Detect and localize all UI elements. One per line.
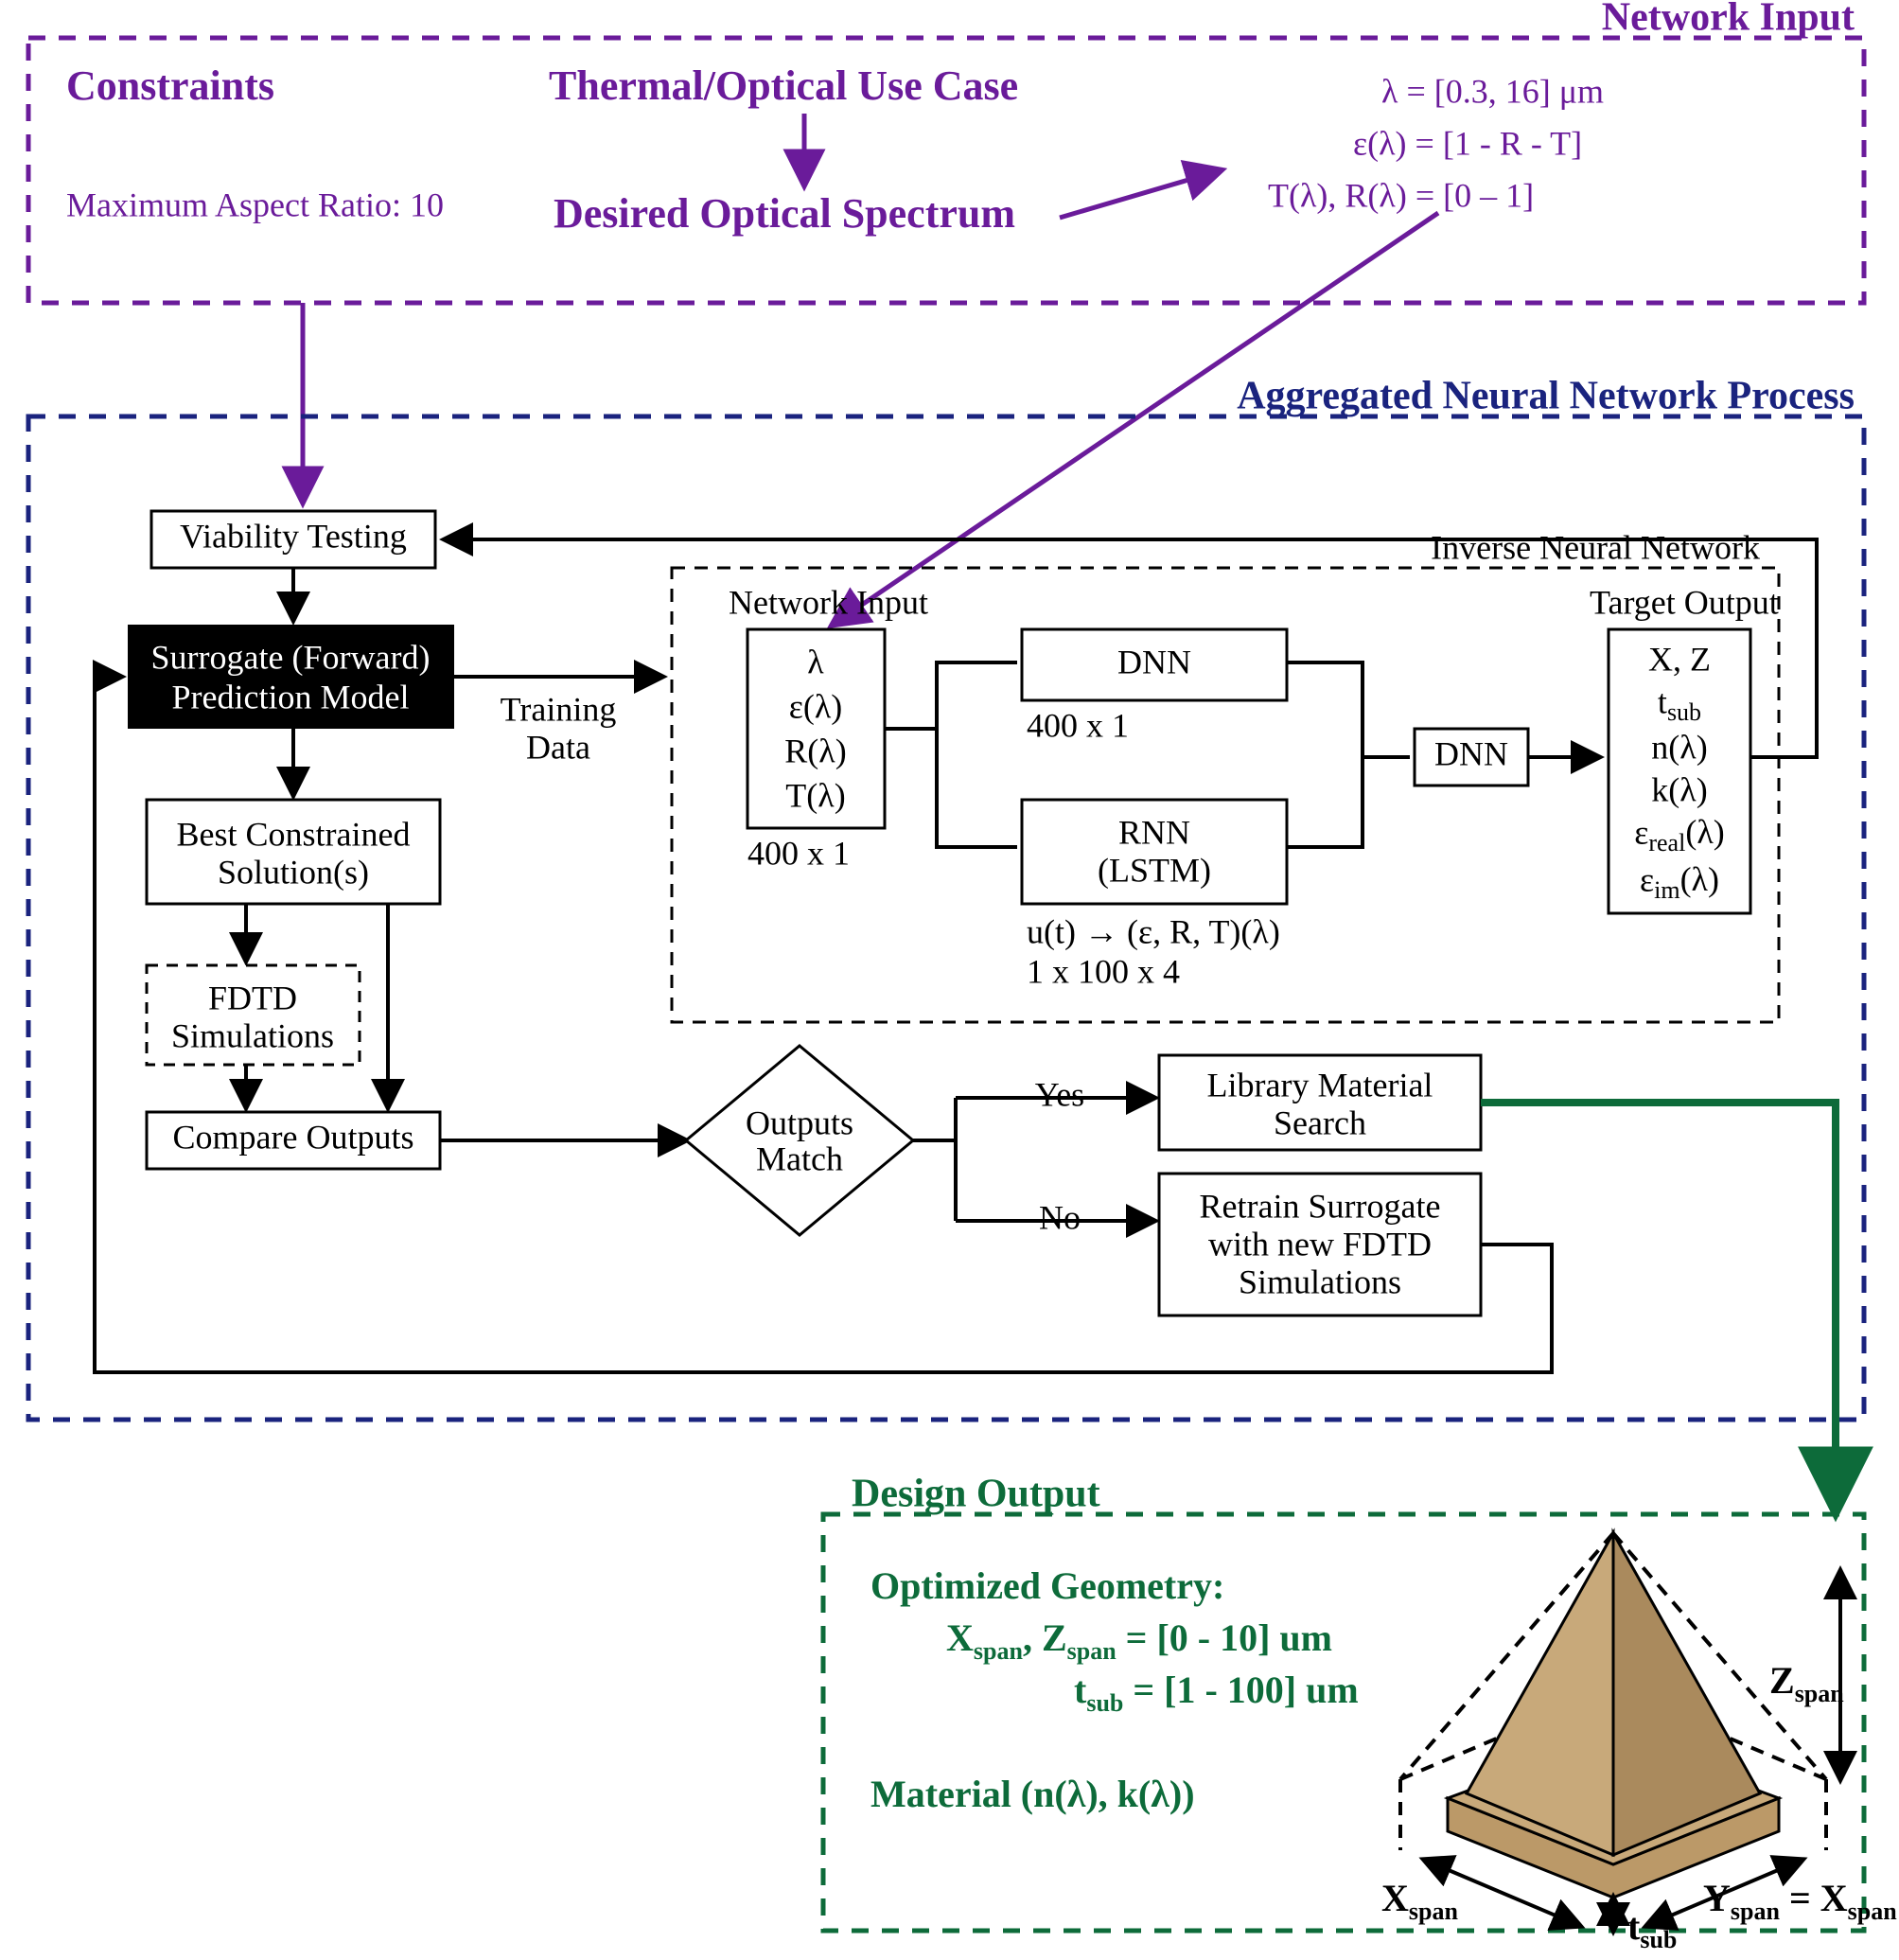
pyramid-illustration <box>1400 1533 1840 1931</box>
dnn-to-dnn2-line <box>1287 662 1410 757</box>
inv-input-item-0: λ <box>807 643 824 680</box>
retrain-l1: Retrain Surrogate <box>1200 1187 1441 1225</box>
usecase-label: Thermal/Optical Use Case <box>549 62 1018 109</box>
target-item-3: k(λ) <box>1651 770 1707 808</box>
rnn-dim: 1 x 100 x 4 <box>1027 952 1180 990</box>
target-item-5: εim(λ) <box>1640 860 1719 904</box>
t-range: tsub = [1 - 100] um <box>1074 1669 1359 1717</box>
retrain-l3: Simulations <box>1239 1263 1401 1300</box>
aggregated-title: Aggregated Neural Network Process <box>1237 375 1855 418</box>
target-item-2: n(λ) <box>1651 728 1707 766</box>
retrain-l2: with new FDTD <box>1208 1225 1432 1263</box>
training-data-l2: Data <box>526 728 590 766</box>
inv-input-to-rnn-line <box>885 729 1017 847</box>
desired-to-eqs-arrow <box>1060 170 1221 218</box>
diamond-l2: Match <box>756 1139 843 1177</box>
constraints-label: Constraints <box>66 62 274 109</box>
rnn-to-dnn2-line <box>1287 757 1410 847</box>
fdtd-l1: FDTD <box>208 979 297 1016</box>
rnn-l2: (LSTM) <box>1098 851 1211 889</box>
library-to-design-output-arrow <box>1481 1103 1836 1510</box>
surrogate-l2: Prediction Model <box>172 678 410 715</box>
library-l2: Search <box>1274 1104 1366 1141</box>
xspan-label: Xspan <box>1381 1877 1458 1925</box>
desired-label: Desired Optical Spectrum <box>554 190 1015 237</box>
material-label: Material (n(λ), k(λ)) <box>870 1773 1195 1815</box>
dnn2-label: DNN <box>1434 734 1508 772</box>
tr-range: T(λ), R(λ) = [0 – 1] <box>1268 176 1534 214</box>
xz-range: Xspan, Zspan = [0 - 10] um <box>946 1616 1332 1665</box>
best-l2: Solution(s) <box>218 853 369 891</box>
diagram-root: Network Input Constraints Maximum Aspect… <box>0 0 1899 1960</box>
zspan-label: Zspan <box>1769 1659 1844 1707</box>
rnn-l1: RNN <box>1118 813 1190 851</box>
inv-input-to-dnn-line <box>885 662 1017 729</box>
yspan-label: Yspan = Xspan <box>1703 1877 1897 1925</box>
dnn-dim: 400 x 1 <box>1027 706 1129 744</box>
library-l1: Library Material <box>1207 1066 1433 1104</box>
best-l1: Best Constrained <box>177 815 411 853</box>
design-output-title: Design Output <box>852 1473 1100 1516</box>
epsilon-def: ε(λ) = [1 - R - T] <box>1353 124 1582 162</box>
inv-input-item-3: T(λ) <box>785 776 845 814</box>
diamond-l1: Outputs <box>746 1104 853 1141</box>
network-input-title: Network Input <box>1602 0 1855 40</box>
no-label: No <box>1039 1198 1081 1236</box>
tsub-label: tsub <box>1627 1905 1677 1953</box>
training-data-l1: Training <box>501 690 617 728</box>
inv-input-dim: 400 x 1 <box>747 834 850 872</box>
fdtd-l2: Simulations <box>171 1016 334 1054</box>
inv-input-item-2: R(λ) <box>784 732 846 769</box>
inverse-nn-title: Inverse Neural Network <box>1431 528 1760 566</box>
rnn-map: u(t) → (ε, R, T)(λ) <box>1027 912 1280 950</box>
aspect-ratio-label: Maximum Aspect Ratio: 10 <box>66 185 444 223</box>
inv-input-item-1: ε(λ) <box>789 687 843 725</box>
target-item-0: X, Z <box>1648 640 1711 678</box>
lambda-range: λ = [0.3, 16] μm <box>1381 72 1604 110</box>
inv-input-title: Network Input <box>729 583 928 621</box>
viability-label: Viability Testing <box>180 517 407 555</box>
yes-label: Yes <box>1035 1075 1084 1113</box>
surrogate-l1: Surrogate (Forward) <box>151 638 431 676</box>
compare-label: Compare Outputs <box>173 1118 414 1156</box>
target-title: Target Output <box>1590 583 1779 621</box>
opt-geo-label: Optimized Geometry: <box>870 1564 1224 1607</box>
dnn-label: DNN <box>1117 643 1191 680</box>
